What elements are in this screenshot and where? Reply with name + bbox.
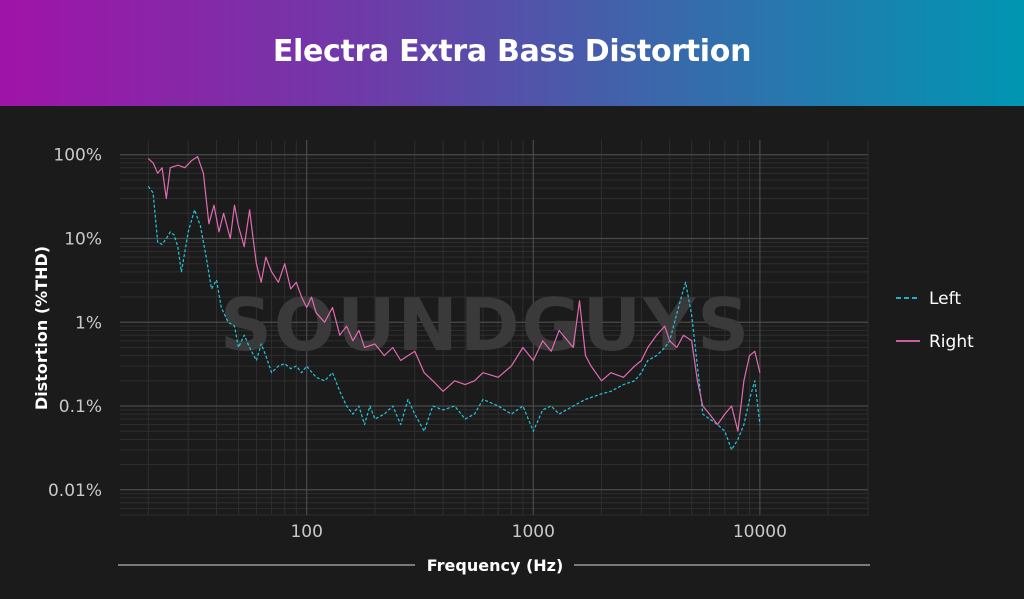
x-axis-title: Frequency (Hz) xyxy=(427,556,564,575)
y-tick-label: 100% xyxy=(53,146,102,166)
legend: Left Right xyxy=(896,289,974,352)
legend-label-left: Left xyxy=(929,289,961,309)
chart-title: Electra Extra Bass Distortion xyxy=(272,34,752,69)
series-line-left xyxy=(147,185,761,451)
y-tick-label: 0.01% xyxy=(48,481,102,501)
x-tick-label: 100 xyxy=(290,522,322,542)
x-tick-label: 1000 xyxy=(512,522,555,542)
y-tick-label: 1% xyxy=(75,313,102,333)
major-gridlines xyxy=(120,140,868,515)
title-banner xyxy=(0,0,1024,106)
y-tick-labels: 0.01% 0.1% 1% 10% 100% xyxy=(48,146,102,501)
legend-label-right: Right xyxy=(929,332,974,352)
y-axis-title: Distortion (%THD) xyxy=(32,246,51,410)
y-tick-label: 0.1% xyxy=(59,397,102,417)
y-tick-label: 10% xyxy=(64,230,102,250)
watermark-text: SOUNDGUYS xyxy=(220,283,751,367)
series-layer xyxy=(147,156,761,451)
x-tick-label: 10000 xyxy=(733,522,787,542)
series-line-right xyxy=(147,156,761,432)
x-tick-labels: 100 1000 10000 xyxy=(290,522,786,542)
